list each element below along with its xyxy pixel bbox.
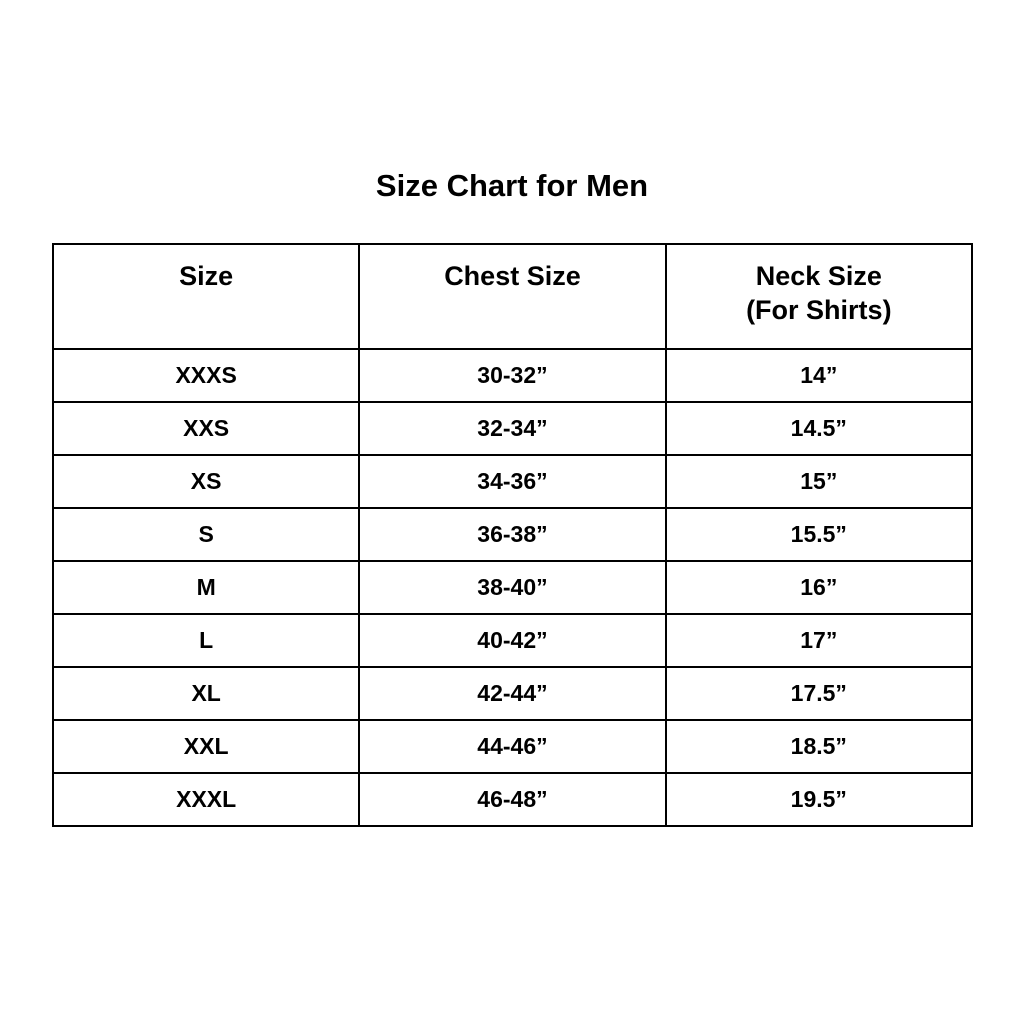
neck-size-cell: 14.5” xyxy=(664,401,974,456)
header-size: Size xyxy=(51,243,361,350)
header-neck-size-label: Neck Size xyxy=(755,261,882,291)
neck-size-cell: 15” xyxy=(664,454,974,509)
size-cell: L xyxy=(51,613,361,668)
chest-size-cell: 30-32” xyxy=(358,348,667,403)
table-row: XL 42-44” 17.5” xyxy=(51,666,974,721)
neck-size-cell: 14” xyxy=(664,348,974,403)
header-row: Size Chest Size Neck Size (For Shirts) xyxy=(51,243,974,350)
table-row: M 38-40” 16” xyxy=(51,560,974,615)
table-row: XXL 44-46” 18.5” xyxy=(51,719,974,774)
neck-size-cell: 19.5” xyxy=(664,772,974,827)
chest-size-cell: 40-42” xyxy=(358,613,667,668)
neck-size-cell: 16” xyxy=(664,560,974,615)
chest-size-cell: 38-40” xyxy=(358,560,667,615)
table-row: XXXS 30-32” 14” xyxy=(51,348,974,403)
size-cell: M xyxy=(51,560,361,615)
table-row: XXXL 46-48” 19.5” xyxy=(51,772,974,827)
neck-size-cell: 17” xyxy=(664,613,974,668)
size-cell: XXXS xyxy=(51,348,361,403)
header-neck-size: Neck Size (For Shirts) xyxy=(664,243,974,350)
size-cell: XXXL xyxy=(51,772,361,827)
header-neck-size-note: (For Shirts) xyxy=(746,295,892,325)
neck-size-cell: 15.5” xyxy=(664,507,974,562)
size-cell: XXS xyxy=(51,401,361,456)
chest-size-cell: 32-34” xyxy=(358,401,667,456)
size-chart-table: Size Chest Size Neck Size (For Shirts) XX… xyxy=(51,243,974,827)
table-row: S 36-38” 15.5” xyxy=(51,507,974,562)
page-title: Size Chart for Men xyxy=(375,168,649,203)
chest-size-cell: 36-38” xyxy=(358,507,667,562)
size-cell: XS xyxy=(51,454,361,509)
header-chest-size: Chest Size xyxy=(358,243,667,350)
size-cell: XL xyxy=(51,666,361,721)
chest-size-cell: 44-46” xyxy=(358,719,667,774)
size-cell: XXL xyxy=(51,719,361,774)
chest-size-cell: 42-44” xyxy=(358,666,667,721)
table-row: L 40-42” 17” xyxy=(51,613,974,668)
table-row: XS 34-36” 15” xyxy=(51,454,974,509)
table-row: XXS 32-34” 14.5” xyxy=(51,401,974,456)
neck-size-cell: 17.5” xyxy=(664,666,974,721)
size-cell: S xyxy=(51,507,361,562)
chest-size-cell: 34-36” xyxy=(358,454,667,509)
neck-size-cell: 18.5” xyxy=(664,719,974,774)
chest-size-cell: 46-48” xyxy=(358,772,667,827)
